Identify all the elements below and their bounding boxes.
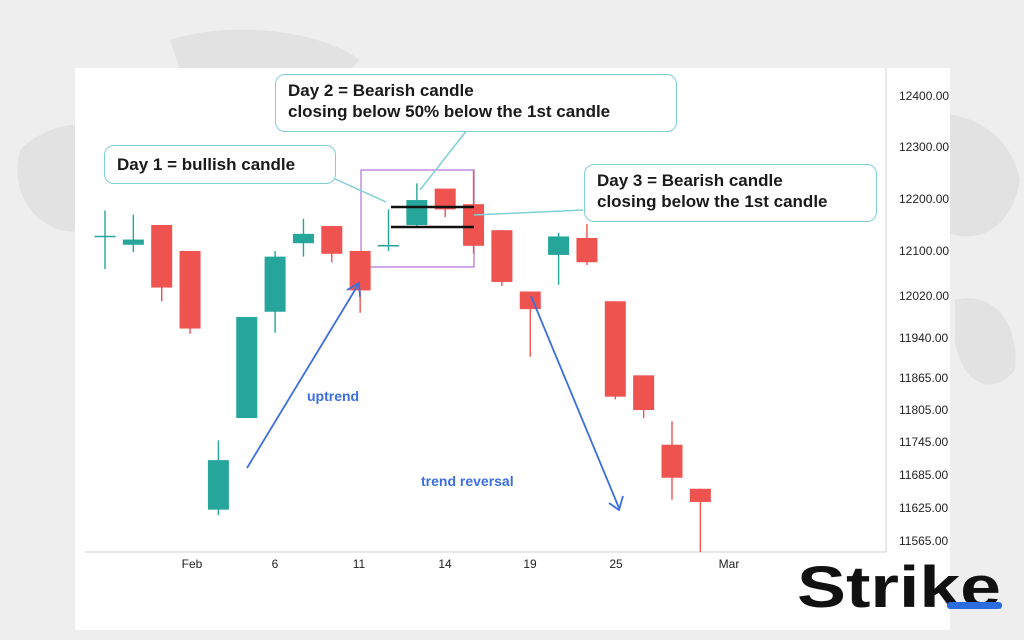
time-tick-label: 14 <box>438 557 452 571</box>
day2-callout-line2: closing below 50% below the 1st candle <box>288 102 611 121</box>
day3-callout-pointer <box>473 209 584 216</box>
candle-body <box>519 291 541 310</box>
candle-body <box>236 317 258 418</box>
price-tick-label: 11805.00 <box>899 403 948 417</box>
candle-body <box>207 460 229 510</box>
candle-body <box>122 239 144 245</box>
candle-body <box>633 375 655 410</box>
time-tick-label: Mar <box>719 557 740 571</box>
reversal-arrow <box>530 295 624 512</box>
candle <box>321 226 343 263</box>
candle <box>604 301 626 400</box>
day3-callout: Day 3 = Bearish candle closing below the… <box>584 164 877 222</box>
candle <box>491 230 513 286</box>
time-tick-label: 25 <box>609 557 623 571</box>
time-tick-label: Feb <box>182 557 203 571</box>
time-tick-labels: Feb 6 11 14 19 25 Mar <box>182 557 740 571</box>
day1-callout-pointer <box>332 177 387 203</box>
price-tick-label: 11940.00 <box>899 331 948 345</box>
candle <box>378 209 399 251</box>
uptrend-arrow <box>246 281 361 469</box>
price-tick-label: 12020.00 <box>899 289 949 303</box>
candle-body <box>406 200 428 225</box>
candle-body <box>179 251 201 329</box>
candle <box>576 223 598 266</box>
price-tick-label: 11745.00 <box>899 435 948 449</box>
candlestick-chart: 12400.00 12300.00 12200.00 12100.00 12020.00… <box>85 68 949 571</box>
day2-callout: Day 2 = Bearish candle closing below 50%… <box>275 74 677 132</box>
candle-body <box>321 226 343 254</box>
strike-logo: Strike <box>797 555 1002 620</box>
day3-callout-line2: closing below the 1st candle <box>597 192 828 211</box>
candle-body <box>463 204 485 246</box>
candle <box>406 183 428 228</box>
day1-callout-text: Day 1 = bullish candle <box>117 155 296 174</box>
price-tick-label: 11685.00 <box>899 468 948 482</box>
price-tick-label: 12300.00 <box>899 140 949 154</box>
candle <box>236 317 258 418</box>
price-tick-label: 12200.00 <box>899 192 949 206</box>
strike-logo-text: Strike <box>797 555 1001 620</box>
price-tick-label: 11865.00 <box>899 371 948 385</box>
candle-body <box>548 236 570 255</box>
candle-body <box>292 233 314 244</box>
strike-logo-accent <box>947 602 1002 609</box>
trend-reversal-label: trend reversal <box>421 473 514 489</box>
candle-body <box>264 256 286 312</box>
uptrend-label: uptrend <box>307 388 359 404</box>
time-tick-label: 6 <box>272 557 279 571</box>
candle <box>463 170 485 254</box>
candle <box>548 232 570 285</box>
time-tick-label: 19 <box>523 557 537 571</box>
day2-callout-line1: Day 2 = Bearish candle <box>288 81 474 100</box>
candle <box>179 251 201 334</box>
candle <box>292 218 314 257</box>
candle <box>661 421 683 500</box>
candle-body <box>434 188 456 210</box>
price-tick-label: 12400.00 <box>899 89 949 103</box>
candle <box>633 375 655 418</box>
candle <box>264 251 286 333</box>
candle <box>689 488 711 552</box>
price-tick-label: 12100.00 <box>899 244 949 258</box>
candle-body <box>661 444 683 478</box>
candle <box>151 225 173 302</box>
candle-body <box>349 251 371 291</box>
price-tick-labels: 12400.00 12300.00 12200.00 12100.00 12020.00… <box>899 89 949 548</box>
candle-body <box>151 225 173 288</box>
price-tick-label: 11565.00 <box>899 534 948 548</box>
candle <box>434 188 456 218</box>
candle-body <box>576 238 598 263</box>
day1-callout: Day 1 = bullish candle <box>104 145 336 184</box>
candle <box>207 440 229 516</box>
candle <box>519 291 541 357</box>
candle <box>122 214 144 253</box>
day3-callout-line1: Day 3 = Bearish candle <box>597 171 783 190</box>
price-tick-label: 11625.00 <box>899 501 948 515</box>
day2-callout-pointer <box>419 129 468 191</box>
candle <box>349 251 371 313</box>
candle-body <box>604 301 626 397</box>
candle-body <box>491 230 513 282</box>
candle <box>94 210 116 269</box>
candle-body <box>689 488 711 502</box>
time-tick-label: 11 <box>353 557 366 571</box>
